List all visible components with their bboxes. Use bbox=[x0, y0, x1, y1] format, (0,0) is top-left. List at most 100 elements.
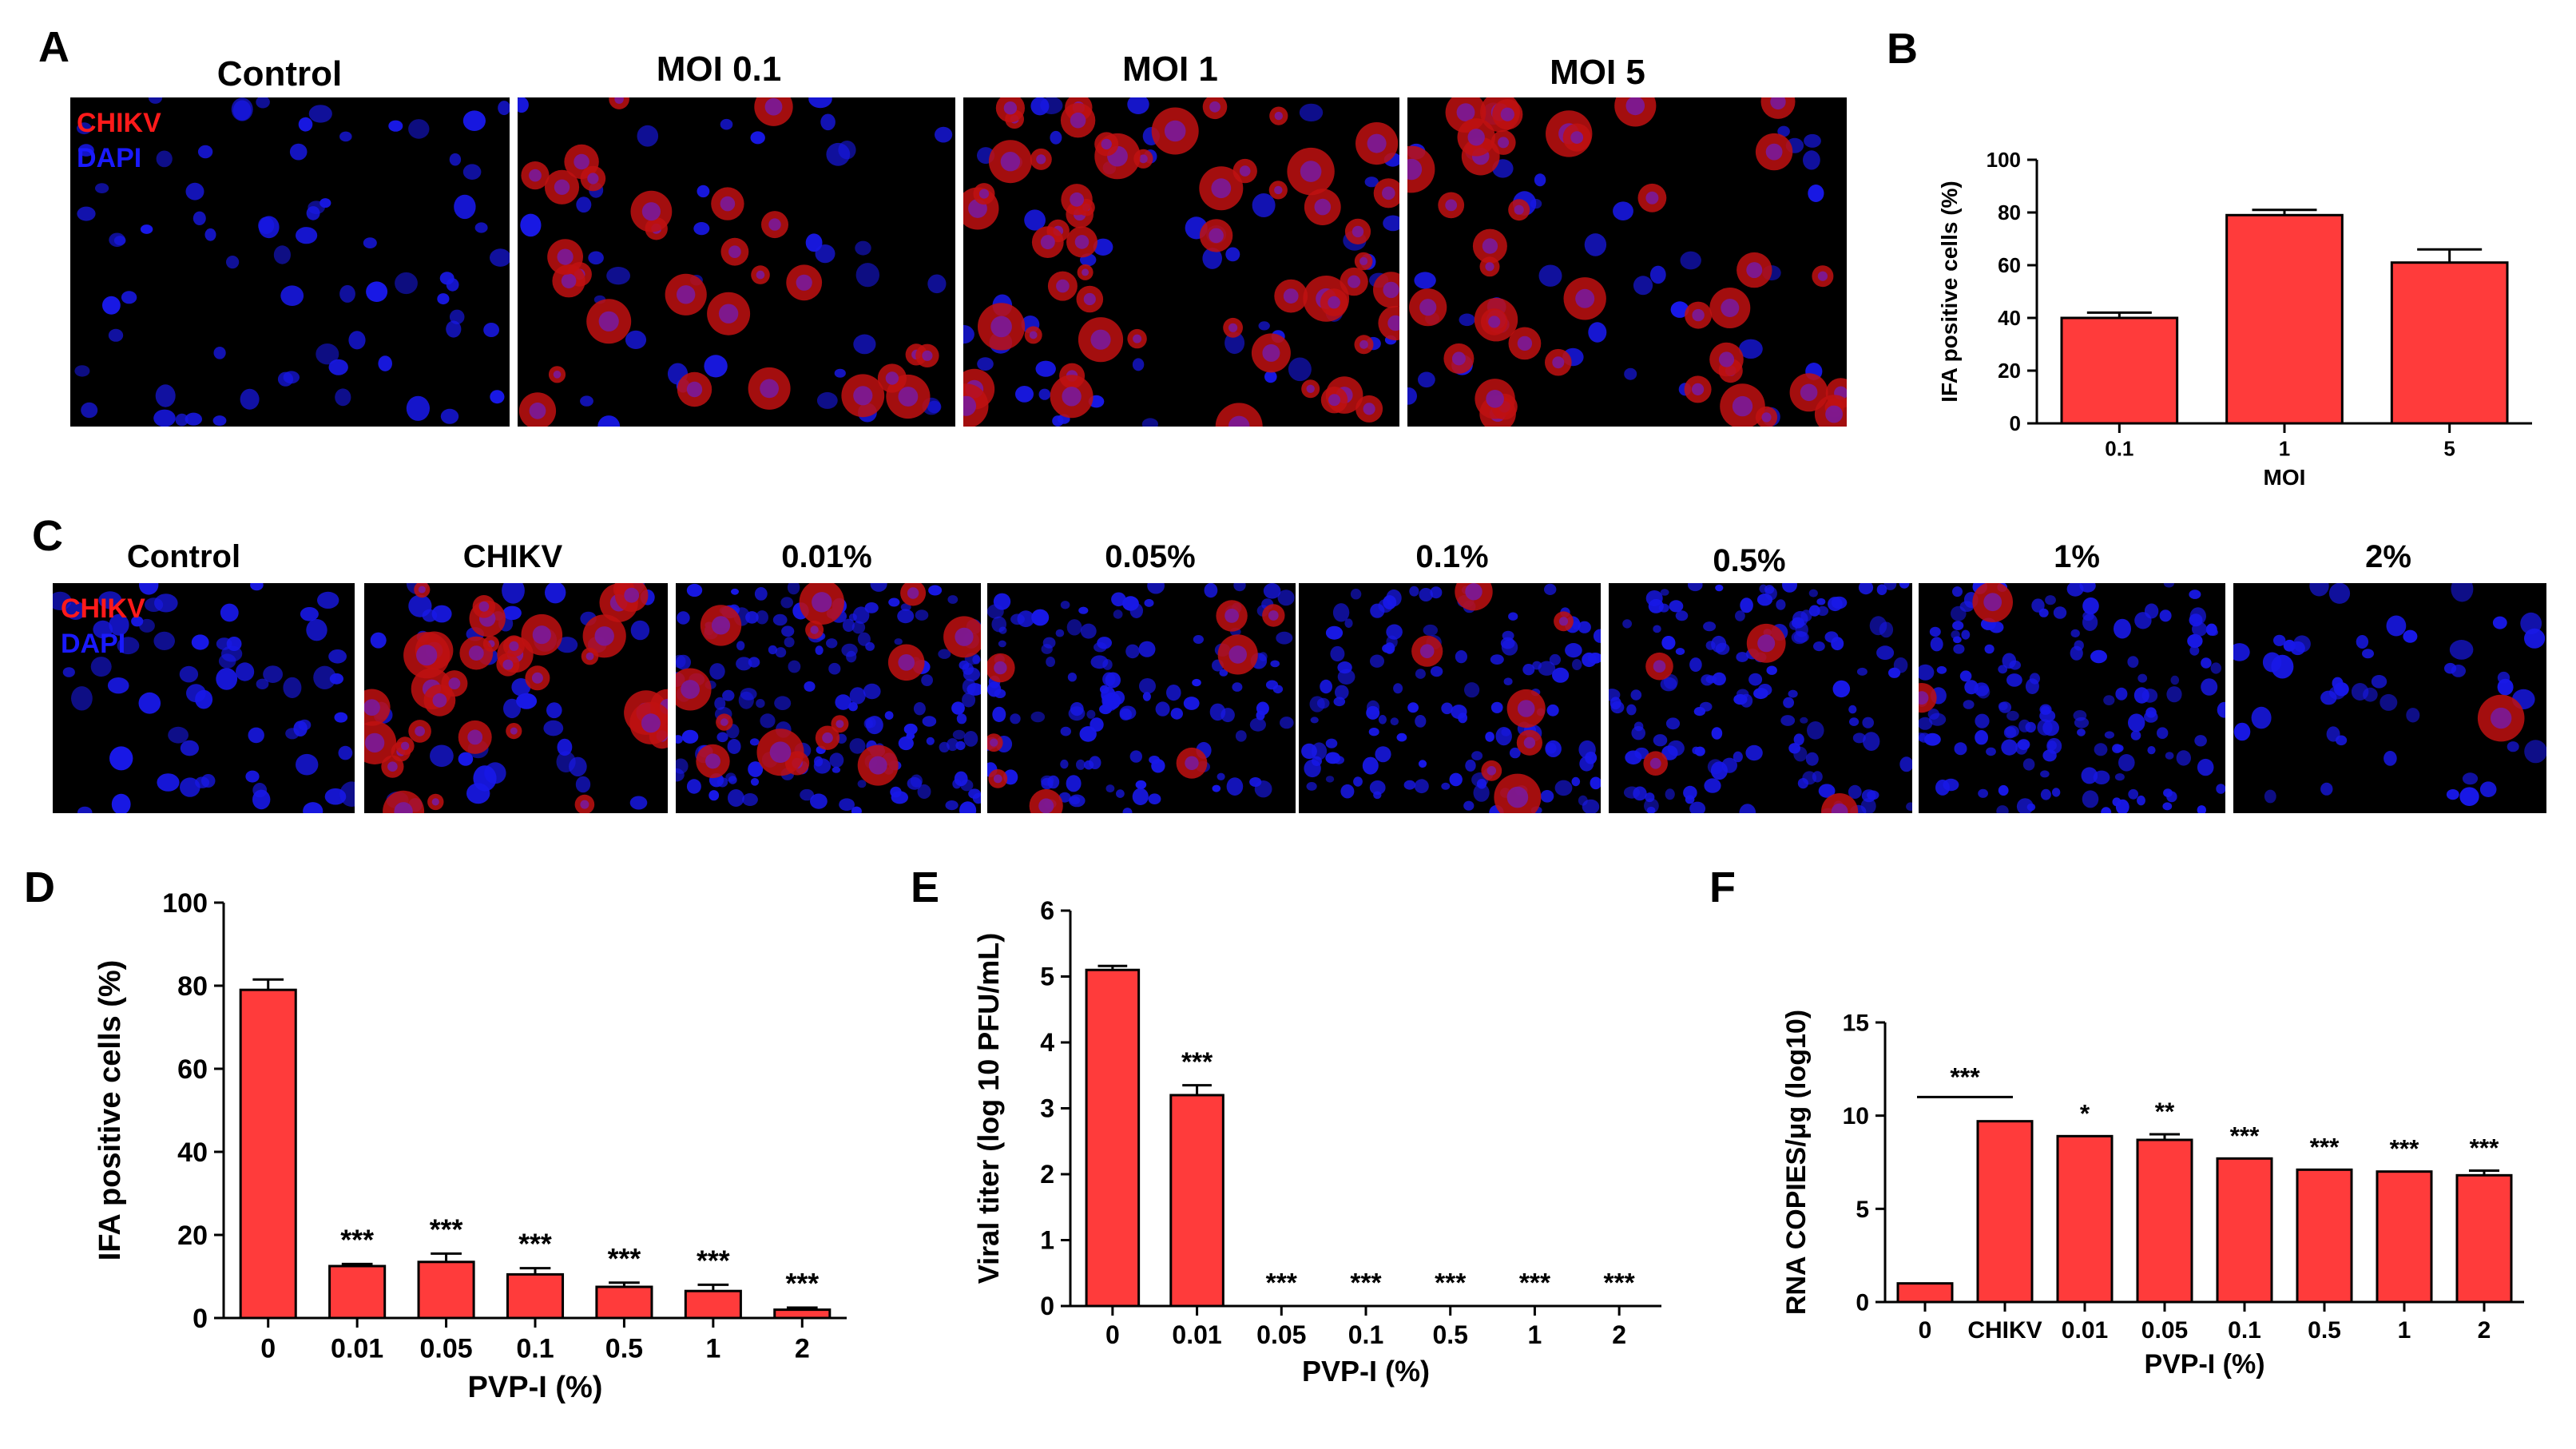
panel-a-image-moi5 bbox=[1407, 97, 1847, 427]
dapi-nucleus bbox=[193, 211, 206, 225]
chikv-nucleus bbox=[1367, 133, 1387, 153]
dapi-nucleus bbox=[1015, 386, 1034, 403]
dapi-nucleus bbox=[1964, 680, 1979, 695]
chikv-nucleus bbox=[415, 726, 425, 736]
chikv-nucleus bbox=[587, 173, 599, 185]
panel-label-e: E bbox=[911, 863, 940, 911]
dapi-nucleus bbox=[1544, 583, 1557, 595]
panel-label-a: A bbox=[38, 23, 69, 71]
dapi-nucleus bbox=[832, 766, 841, 773]
chikv-nucleus bbox=[1552, 356, 1565, 369]
chikv-nucleus bbox=[963, 395, 977, 416]
dapi-nucleus bbox=[781, 625, 795, 637]
dapi-nucleus bbox=[502, 583, 525, 604]
dapi-nucleus bbox=[65, 601, 86, 620]
dapi-nucleus bbox=[922, 716, 937, 727]
bar bbox=[773, 1308, 832, 1320]
dapi-nucleus bbox=[857, 632, 871, 646]
bar bbox=[328, 1264, 387, 1320]
dapi-nucleus bbox=[2271, 654, 2294, 679]
dapi-nucleus bbox=[1721, 757, 1737, 773]
dapi-nucleus bbox=[256, 678, 269, 689]
chikv-nucleus bbox=[1500, 107, 1514, 121]
dapi-nucleus bbox=[1340, 784, 1355, 799]
bar bbox=[1169, 1094, 1224, 1308]
dapi-nucleus bbox=[1803, 150, 1820, 170]
dapi-nucleus bbox=[1441, 782, 1451, 790]
dapi-nucleus bbox=[1998, 701, 2012, 713]
dapi-nucleus bbox=[1249, 717, 1266, 732]
dapi-nucleus bbox=[2022, 758, 2035, 771]
dapi-nucleus bbox=[1849, 717, 1860, 726]
y-axis-title: RNA COPIES/μg (log10) bbox=[1781, 1010, 1812, 1315]
dapi-nucleus bbox=[714, 697, 726, 710]
chikv-nucleus bbox=[728, 245, 741, 258]
dapi-nucleus bbox=[102, 296, 121, 315]
chart-e: 0 1 2 3 4 5 6 0 0.01 *** 0.05 *** 0.1 *** 0.5 *** 1 *** 2 *… bbox=[972, 896, 1661, 1387]
y-tick-label: 4 bbox=[1040, 1028, 1054, 1057]
dapi-nucleus bbox=[458, 752, 474, 766]
dapi-nucleus bbox=[511, 678, 531, 697]
dapi-nucleus bbox=[446, 278, 459, 292]
dapi-nucleus bbox=[2005, 725, 2019, 738]
chikv-nucleus bbox=[994, 661, 1007, 675]
chikv-nucleus bbox=[1765, 143, 1783, 161]
dapi-nucleus bbox=[2194, 735, 2207, 747]
dapi-nucleus bbox=[462, 164, 482, 180]
dapi-nucleus bbox=[1503, 677, 1513, 685]
dapi-nucleus bbox=[240, 388, 260, 410]
chikv-nucleus bbox=[1300, 161, 1322, 182]
dapi-nucleus bbox=[2163, 583, 2174, 588]
panel-c-title-1: CHIKV bbox=[462, 539, 563, 574]
dapi-nucleus bbox=[813, 758, 832, 774]
chikv-nucleus bbox=[1262, 343, 1280, 362]
dapi-nucleus bbox=[1046, 657, 1055, 667]
dapi-nucleus bbox=[888, 597, 900, 607]
dapi-nucleus bbox=[2066, 583, 2084, 597]
dapi-nucleus bbox=[248, 727, 264, 744]
dapi-nucleus bbox=[1060, 601, 1070, 609]
dapi-nucleus bbox=[1407, 387, 1417, 405]
y-tick-label: 5 bbox=[1040, 963, 1054, 991]
panel-c-legend: CHIKV DAPI bbox=[61, 591, 145, 661]
y-tick-label: 0 bbox=[2010, 411, 2021, 435]
dapi-nucleus bbox=[1665, 717, 1681, 730]
dapi-nucleus bbox=[1312, 756, 1322, 766]
dapi-nucleus bbox=[1256, 710, 1265, 721]
dapi-nucleus bbox=[2134, 612, 2152, 629]
dapi-nucleus bbox=[1301, 743, 1317, 760]
dapi-nucleus bbox=[1748, 673, 1763, 686]
dapi-nucleus bbox=[1277, 590, 1295, 606]
dapi-nucleus bbox=[1795, 622, 1808, 637]
chikv-nucleus bbox=[1721, 299, 1740, 317]
dapi-nucleus bbox=[575, 776, 591, 793]
dapi-nucleus bbox=[1660, 589, 1669, 596]
dapi-nucleus bbox=[370, 632, 387, 649]
dapi-nucleus bbox=[1414, 779, 1429, 794]
dapi-nucleus bbox=[1546, 742, 1557, 754]
dapi-nucleus bbox=[1320, 679, 1332, 694]
dapi-nucleus bbox=[1455, 650, 1467, 664]
dapi-nucleus bbox=[1449, 772, 1463, 787]
chikv-nucleus bbox=[1314, 198, 1332, 216]
dapi-nucleus bbox=[2128, 713, 2145, 732]
dapi-nucleus bbox=[1828, 597, 1843, 612]
x-tick-label: 5 bbox=[2443, 437, 2455, 461]
chikv-nucleus bbox=[1228, 415, 1250, 427]
dapi-nucleus bbox=[1552, 667, 1570, 683]
chikv-nucleus bbox=[1625, 97, 1645, 116]
dapi-nucleus bbox=[1951, 605, 1967, 621]
chikv-nucleus bbox=[922, 350, 933, 361]
dapi-nucleus bbox=[81, 402, 98, 419]
x-tick-label: CHIKV bbox=[1967, 1317, 2042, 1344]
dapi-nucleus bbox=[884, 711, 894, 720]
dapi-nucleus bbox=[2363, 687, 2378, 702]
dapi-nucleus bbox=[1736, 652, 1748, 662]
dapi-nucleus bbox=[1893, 657, 1908, 673]
dapi-nucleus bbox=[760, 713, 776, 728]
x-tick-label: 0.1 bbox=[2105, 437, 2133, 461]
dapi-nucleus bbox=[2040, 788, 2051, 800]
dapi-nucleus bbox=[1876, 584, 1887, 595]
dapi-nucleus bbox=[1675, 648, 1685, 655]
dapi-nucleus bbox=[1430, 666, 1443, 677]
